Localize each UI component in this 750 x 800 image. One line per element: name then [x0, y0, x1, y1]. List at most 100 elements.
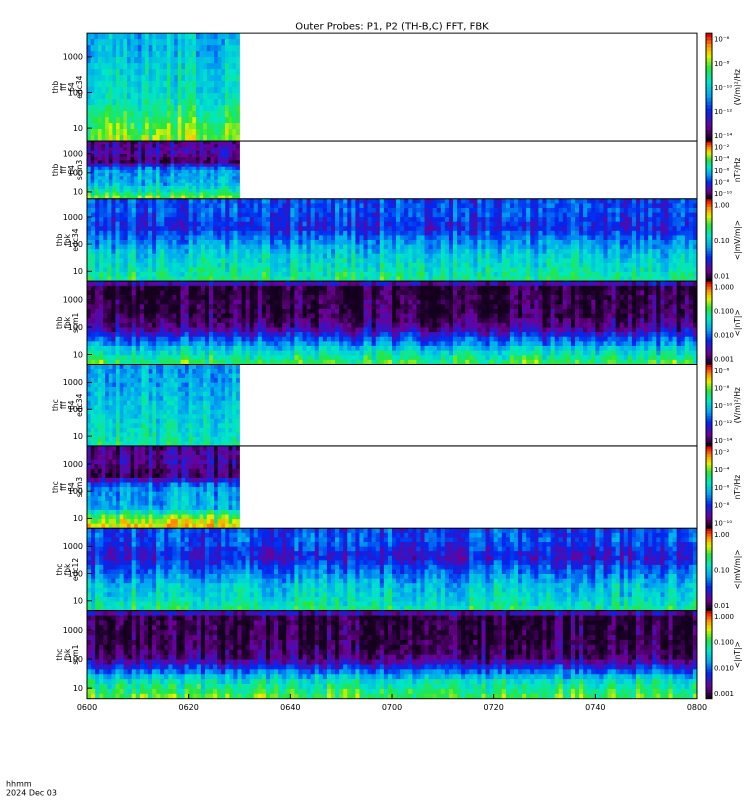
spectrogram-cell — [644, 244, 649, 250]
spectrogram-cell — [185, 169, 190, 174]
spectrogram-cell — [684, 240, 690, 245]
spectrogram-cell — [396, 235, 401, 241]
spectrogram-cell — [221, 350, 226, 356]
spectrogram-cell — [112, 189, 117, 193]
spectrogram-cell — [176, 336, 181, 342]
spectrogram-cell — [180, 212, 185, 218]
spectrogram-cell — [123, 332, 129, 338]
spectrogram-cell — [412, 217, 417, 223]
spectrogram-cell — [210, 166, 215, 171]
spectrogram-cell — [119, 63, 124, 70]
spectrogram-cell — [477, 235, 482, 241]
spectrogram-cell — [176, 322, 181, 328]
spectrogram-cell — [119, 99, 124, 106]
spectrogram-cell — [428, 276, 434, 282]
spectrogram-cell — [367, 240, 373, 245]
spectrogram-cell — [176, 253, 181, 259]
spectrogram-cell — [522, 207, 527, 213]
spectrogram-cell — [217, 217, 222, 223]
spectrogram-cell — [148, 230, 153, 236]
spectrogram-cell — [177, 69, 182, 76]
spectrogram-cell — [119, 33, 124, 40]
spectrogram-cell — [607, 240, 612, 245]
spectrogram-cell — [112, 141, 117, 145]
spectrogram-cell — [359, 212, 364, 218]
spectrogram-cell — [225, 249, 230, 255]
spectrogram-cell — [195, 63, 200, 70]
spectrogram-cell — [91, 341, 96, 347]
spectrogram-cell — [163, 176, 168, 180]
spectrogram-cell — [481, 217, 486, 223]
spectrogram-cell — [210, 135, 215, 142]
spectrogram-cell — [359, 235, 364, 241]
spectrogram-cell — [176, 240, 181, 245]
spectrogram-cell — [107, 258, 112, 264]
spectrogram-cell — [127, 258, 133, 264]
spectrogram-cell — [152, 226, 157, 232]
spectrogram-cell — [314, 272, 320, 277]
y-axis-label: fff — [59, 166, 68, 174]
colorbar-swatch — [706, 47, 712, 52]
spectrogram-cell — [623, 221, 629, 227]
spectrogram-cell — [619, 258, 625, 264]
spectrogram-cell — [130, 81, 135, 88]
spectrogram-cell — [228, 87, 233, 94]
spectrogram-cell — [221, 285, 226, 291]
spectrogram-cell — [119, 57, 124, 64]
spectrogram-cell — [141, 173, 146, 177]
spectrogram-cell — [383, 212, 389, 218]
spectrogram-cell — [184, 299, 190, 305]
spectrogram-cell — [116, 185, 121, 190]
spectrogram-cell — [139, 226, 145, 232]
spectrogram-cell — [241, 244, 246, 250]
spectrogram-cell — [359, 226, 364, 232]
spectrogram-cell — [550, 221, 556, 227]
spectrogram-cell — [188, 290, 194, 296]
spectrogram-cell — [130, 150, 135, 155]
spectrogram-cell — [603, 262, 608, 268]
spectrogram-cell — [137, 135, 142, 142]
spectrogram-cell — [115, 313, 120, 319]
spectrogram-cell — [210, 39, 215, 46]
spectrogram-cell — [214, 195, 219, 200]
spectrogram-cell — [209, 355, 214, 361]
spectrogram-cell — [688, 240, 694, 245]
spectrogram-cell — [404, 217, 409, 223]
spectrogram-cell — [95, 249, 100, 255]
spectrogram-cell — [87, 129, 92, 136]
spectrogram-cell — [310, 276, 316, 282]
spectrogram-cell — [379, 249, 385, 255]
spectrogram-cell — [595, 276, 600, 282]
spectrogram-cell — [228, 33, 233, 40]
spectrogram-cell — [648, 267, 653, 273]
spectrogram-cell — [156, 276, 161, 282]
spectrogram-cell — [224, 75, 230, 82]
spectrogram-cell — [221, 345, 226, 351]
spectrogram-cell — [148, 45, 153, 52]
spectrogram-cell — [214, 160, 219, 164]
spectrogram-cell — [224, 33, 230, 40]
spectrogram-cell — [214, 185, 219, 190]
spectrogram-cell — [196, 290, 202, 296]
spectrogram-cell — [566, 217, 572, 223]
spectrogram-cell — [363, 272, 368, 277]
spectrogram-cell — [408, 276, 413, 282]
spectrogram-cell — [123, 203, 129, 209]
spectrogram-cell — [192, 166, 197, 171]
spectrogram-cell — [185, 87, 190, 94]
spectrogram-cell — [108, 141, 113, 145]
spectrogram-cell — [595, 272, 600, 277]
spectrogram-cell — [607, 230, 612, 236]
spectrogram-cell — [217, 341, 222, 347]
spectrogram-cell — [310, 230, 316, 236]
spectrogram-cell — [164, 244, 169, 250]
spectrogram-cell — [168, 332, 173, 338]
spectrogram-cell — [213, 249, 218, 255]
spectrogram-cell — [522, 253, 527, 259]
spectrogram-cell — [489, 272, 495, 277]
spectrogram-cell — [130, 189, 135, 193]
spectrogram-cell — [631, 249, 637, 255]
spectrogram-cell — [101, 111, 106, 118]
spectrogram-cell — [168, 285, 173, 291]
spectrogram-cell — [546, 240, 551, 245]
